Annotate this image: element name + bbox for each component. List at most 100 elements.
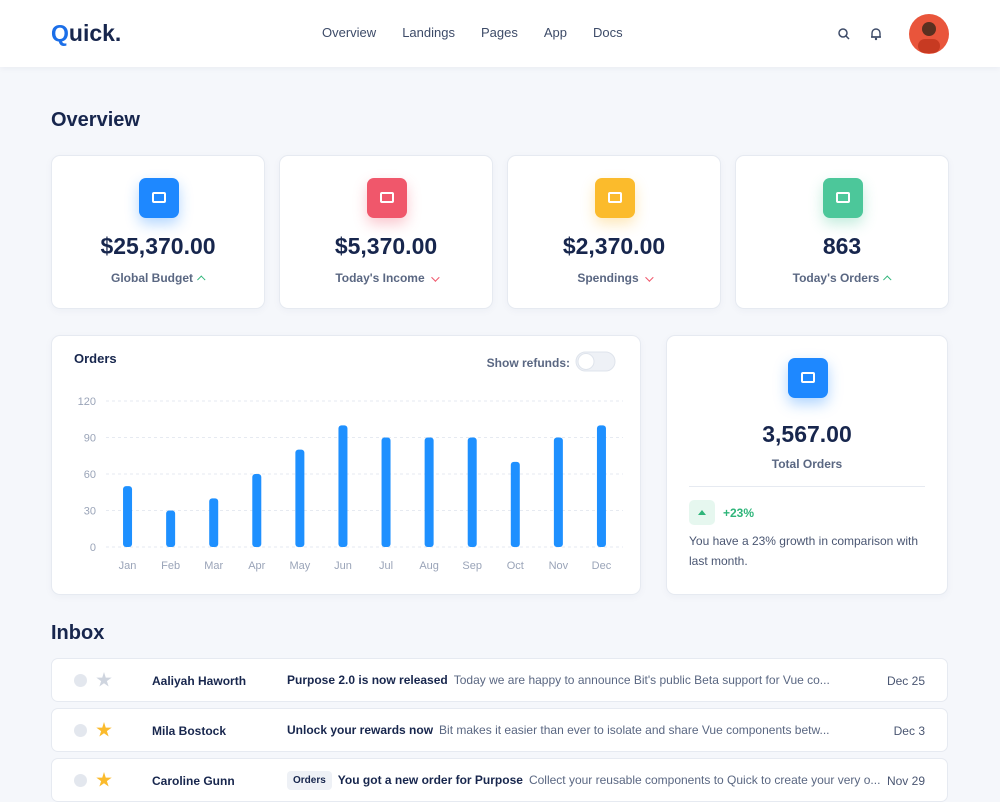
trend-icon [883,275,892,284]
label-text: Spendings [577,271,639,285]
chart: Orders Show refunds: 0 30 60 90 120 Jan Feb Mar… [74,351,623,572]
stat-card: $5,370.00 Today's Income [279,155,493,309]
card-label: Global Budget [52,271,264,285]
card-icon [595,178,635,218]
subject: Purpose 2.0 is now released [287,673,448,687]
logo[interactable]: Quick. [51,20,122,46]
nav-item[interactable]: Docs [592,25,623,40]
bar [209,498,219,547]
preview: Bit makes it easier than ever to isolate… [439,723,830,737]
star[interactable] [96,722,112,737]
card-value: 863 [822,233,862,259]
avatar[interactable] [908,13,950,55]
message-body: Orders You got a new order for Purpose Col… [287,759,880,801]
x-tick-label: Jul [379,560,393,572]
change-badge [689,500,715,525]
divider [689,486,925,487]
x-tick-label: Mar [204,560,223,572]
star[interactable] [96,672,112,687]
section-title: Overview [51,109,140,131]
y-tick-label: 0 [90,542,96,554]
bar [381,437,391,547]
sender: Mila Bostock [152,724,227,738]
card-value: $25,370.00 [100,233,216,259]
x-tick-label: Feb [161,560,180,572]
wallet-icon [788,358,828,398]
note: You have a 23% growth in comparison with… [689,534,919,568]
card-icon [823,178,863,218]
nav-item[interactable]: Overview [322,25,377,40]
y-tick-label: 30 [84,506,96,518]
stat-card: $2,370.00 Spendings [507,155,721,309]
total-label: Total Orders [771,457,843,471]
bar [252,474,262,547]
message-row[interactable]: Aaliyah Haworth Purpose 2.0 is now releas… [51,658,948,702]
checkbox[interactable] [74,674,87,687]
x-tick-label: Oct [507,560,524,572]
message-body: Purpose 2.0 is now released Today we are … [287,659,830,701]
chart-card: Orders Show refunds: 0 30 60 90 120 Jan Feb Mar… [51,335,641,595]
change: +23% [723,506,755,520]
nav: Overview Landings Pages App Docs [322,25,623,40]
x-tick-label: Jun [334,560,352,572]
checkbox[interactable] [74,724,87,737]
total-card: 3,567.00 Total Orders +23% You have a 23… [666,335,948,595]
header [0,0,1000,67]
stat-card: $25,370.00 Global Budget [51,155,265,309]
subject: Unlock your rewards now [287,723,434,737]
bar [424,437,434,547]
total-value: 3,567.00 [762,421,852,447]
nav-item[interactable]: Landings [402,25,455,40]
header-icons [838,28,881,41]
trend-icon [644,273,654,282]
message-body: Unlock your rewards now Bit makes it easi… [287,709,830,751]
label-text: Today's Income [335,271,425,285]
card-label: Today's Orders [736,271,948,285]
nav-item[interactable]: App [543,25,567,40]
preview: Collect your reusable components to Quic… [528,773,881,787]
bar [467,437,477,547]
bar [123,486,133,547]
bar [295,449,305,547]
toggle[interactable] [575,351,616,372]
card-label: Spendings [508,271,720,285]
card-label: Today's Income [280,271,492,285]
x-tick-label: Jan [119,560,137,572]
star[interactable] [96,772,112,787]
message-row[interactable]: Mila Bostock Unlock your rewards now Bit m… [51,708,948,752]
tag: Orders [287,770,332,790]
trend-icon [197,275,206,284]
message-row[interactable]: Caroline Gunn Orders You got a new order f… [51,758,948,802]
bar [166,510,176,547]
checkbox[interactable] [74,774,87,787]
preview: Today we are happy to announce Bit's pub… [453,673,830,687]
x-tick-label: Dec [592,560,612,572]
bar [510,461,520,547]
card-value: $5,370.00 [334,233,438,259]
nav-item[interactable]: Pages [480,25,518,40]
bar [596,425,606,547]
sender: Aaliyah Haworth [152,674,247,688]
y-tick-label: 90 [84,433,96,445]
x-tick-label: Nov [549,560,569,572]
search-icon[interactable] [838,28,850,40]
x-tick-label: Aug [419,560,439,572]
bell-icon[interactable] [871,28,881,41]
chart-title: Orders [74,351,117,366]
x-tick-label: May [289,560,310,572]
card-value: $2,370.00 [562,233,666,259]
label-text: Global Budget [111,271,193,285]
date: Dec 3 [893,724,925,738]
x-tick-label: Sep [462,560,482,572]
stat-card: 863 Today's Orders [735,155,949,309]
label-text: Today's Orders [792,271,880,285]
card-icon [367,178,407,218]
y-tick-label: 60 [84,469,96,481]
y-tick-label: 120 [78,396,96,408]
bar [553,437,563,547]
subject: You got a new order for Purpose [337,773,523,787]
bar [338,425,348,547]
x-tick-label: Apr [248,560,265,572]
section-title: Inbox [51,622,105,644]
